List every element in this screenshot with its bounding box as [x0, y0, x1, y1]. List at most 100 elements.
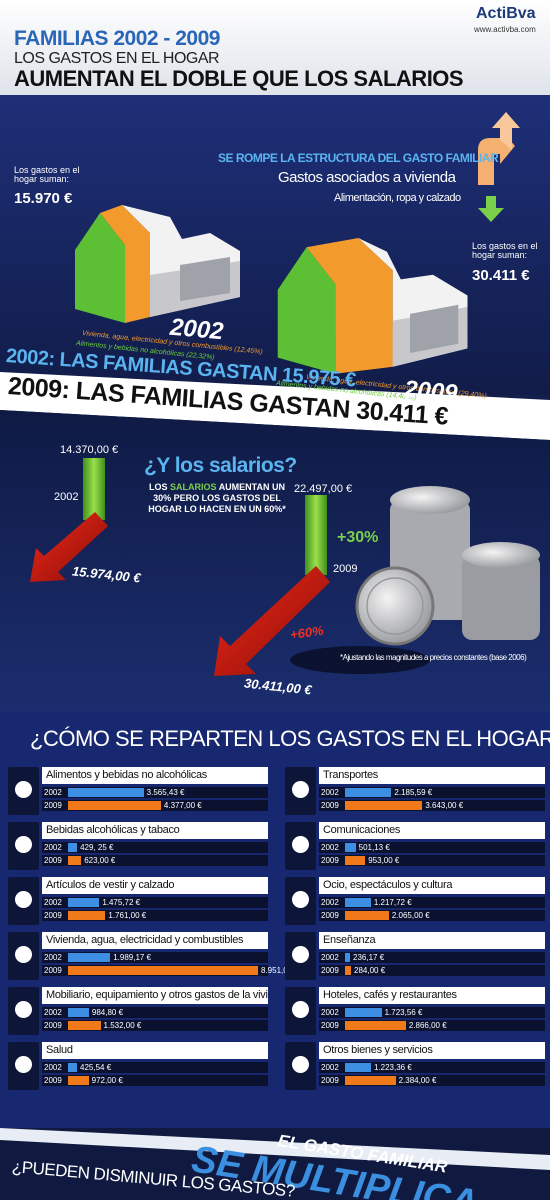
bar [345, 1063, 371, 1072]
bar-track [319, 952, 545, 963]
question: ¿Y los salarios? [144, 454, 297, 477]
logo: ActiBva [476, 5, 536, 22]
year-label: 2009 [44, 856, 62, 865]
bar [345, 856, 366, 865]
value-label: 429, 25 € [80, 843, 114, 852]
bar [345, 1008, 382, 1017]
salary: 22.497,00 € [294, 483, 353, 495]
icon-glyph [15, 836, 32, 853]
bar-track [319, 1007, 545, 1018]
value-label: 501,13 € [358, 843, 390, 852]
spending-arrow [30, 512, 108, 582]
house-year: 2002 [168, 313, 225, 346]
value-label: 984,80 € [91, 1008, 124, 1017]
house-2002 [75, 205, 240, 323]
year-label: 2009 [44, 966, 62, 975]
bar [68, 966, 258, 975]
icon-glyph [15, 781, 32, 798]
year-label: 2009 [321, 966, 339, 975]
value-label: 1.761,00 € [108, 911, 147, 920]
year-label: 2009 [321, 911, 339, 920]
icon-glyph [292, 1001, 309, 1018]
subtitle: LOS GASTOS EN EL HOGAR [14, 50, 220, 67]
bar-track [42, 910, 268, 921]
bar-track [42, 787, 268, 798]
category-name: Otros bienes y servicios [319, 1042, 545, 1059]
year: 2002 [54, 491, 79, 503]
year-label: 2009 [44, 1076, 62, 1085]
value-label: 1.223,36 € [373, 1063, 412, 1072]
header-bg [0, 0, 550, 95]
bar [345, 966, 352, 975]
value-label: 3.643,00 € [425, 801, 464, 810]
bar [345, 911, 389, 920]
bar [68, 843, 78, 852]
bar [345, 898, 371, 907]
year: 2009 [333, 563, 358, 575]
salary: 14.370,00 € [60, 444, 119, 456]
category-name: Ocio, espectáculos y cultura [319, 877, 545, 894]
icon-glyph [292, 891, 309, 908]
total-label: Los gastos en el hogar suman: [14, 165, 80, 184]
value-label: 3.565,43 € [146, 788, 185, 797]
bar-track [42, 1075, 268, 1086]
category-name: Mobiliario, equipamiento y otros gastos … [42, 987, 268, 1004]
salary-change: +30% [337, 529, 379, 546]
house-2009 [277, 238, 468, 374]
breakdown-title: ¿CÓMO SE REPARTEN LOS GASTOS EN EL HOGAR… [30, 726, 550, 751]
bar [68, 953, 111, 962]
bar [68, 1076, 89, 1085]
value-label: 2.866,00 € [408, 1021, 447, 1030]
icon-glyph [292, 946, 309, 963]
year-label: 2002 [321, 843, 339, 852]
value-label: 8.951,00 € [261, 966, 299, 975]
footer-band [0, 1128, 550, 1170]
shadow [290, 646, 430, 674]
value-label: 1.217,72 € [373, 898, 412, 907]
year-label: 2009 [44, 801, 62, 810]
bar [345, 1021, 406, 1030]
year-label: 2002 [44, 898, 62, 907]
bar [345, 1076, 396, 1085]
icon-glyph [15, 891, 32, 908]
value-label: 1.532,00 € [103, 1021, 142, 1030]
bar [345, 801, 423, 810]
icon-glyph [15, 1056, 32, 1073]
bar-track [319, 800, 545, 811]
value-label: 425,54 € [80, 1063, 112, 1072]
year-label: 2002 [44, 1008, 62, 1017]
value-label: 972,00 € [91, 1076, 123, 1085]
total: 15.970 € [14, 190, 73, 207]
banner-band [0, 372, 550, 440]
bar [68, 1021, 101, 1030]
year-label: 2002 [44, 953, 62, 962]
bar-track [42, 1062, 268, 1073]
icon-glyph [292, 781, 309, 798]
value-label: 284,00 € [354, 966, 386, 975]
headline: AUMENTAN EL DOBLE QUE LOS SALARIOS [14, 66, 464, 91]
category-name: Salud [42, 1042, 268, 1059]
year-label: 2009 [44, 911, 62, 920]
value-label: 2.065,00 € [391, 911, 430, 920]
icon-glyph [15, 1001, 32, 1018]
bar [68, 911, 106, 920]
salary-text: LOS SALARIOS AUMENTAN UN 30% PERO LOS GA… [142, 482, 292, 514]
bar [345, 788, 392, 797]
bar-track [42, 952, 268, 963]
bar [68, 788, 144, 797]
category-name: Comunicaciones [319, 822, 545, 839]
value-label: 623,00 € [84, 856, 116, 865]
year-label: 2009 [44, 1021, 62, 1030]
total-label: Los gastos en el hogar suman: [472, 241, 538, 260]
bar-track [42, 855, 268, 866]
text: AUMENTAN UN 30% PERO LOS GASTOS DEL HOGA… [148, 482, 286, 514]
value-label: 953,00 € [368, 856, 400, 865]
category-name: Alimentos y bebidas no alcohólicas [42, 767, 268, 784]
category-name: Hoteles, cafés y restaurantes [319, 987, 545, 1004]
category-name: Enseñanza [319, 932, 545, 949]
value-label: 1.475,72 € [102, 898, 141, 907]
bar-track [319, 842, 545, 853]
category-name: Bebidas alcohólicas y tabaco [42, 822, 268, 839]
bar [345, 953, 350, 962]
bar [68, 898, 100, 907]
